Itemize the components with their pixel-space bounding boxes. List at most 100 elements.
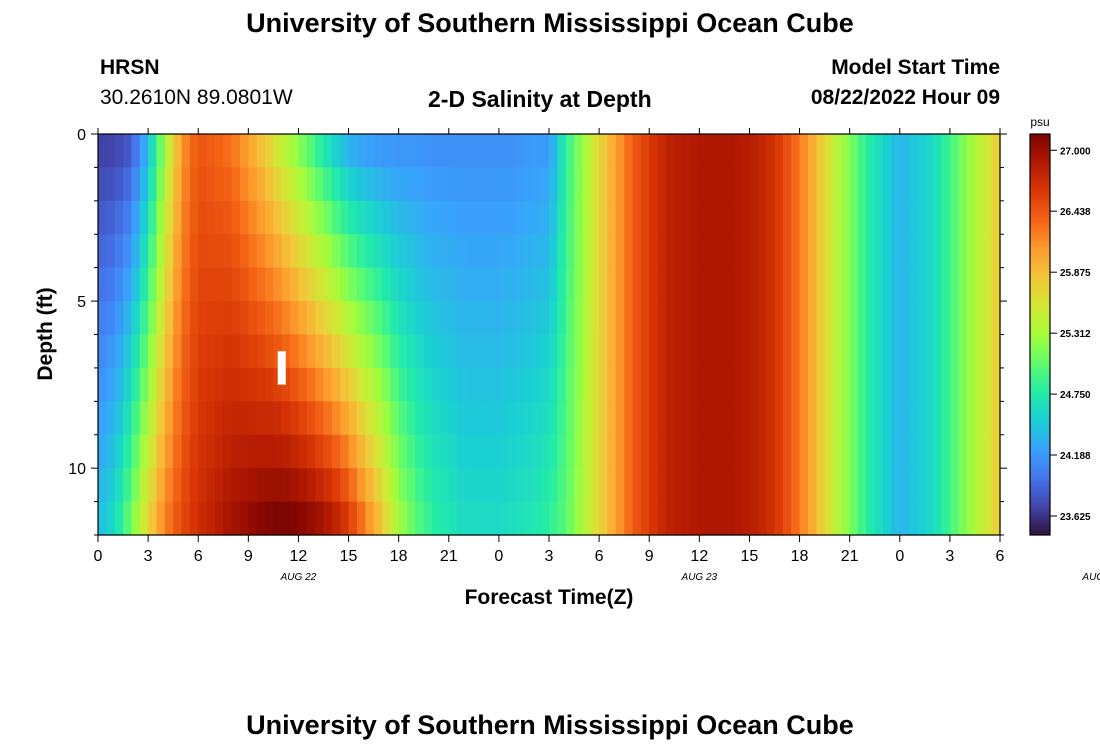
heatmap-cell <box>465 434 475 469</box>
heatmap-cell <box>298 468 308 503</box>
heatmap-cell <box>590 134 600 169</box>
heatmap-cell <box>448 501 458 536</box>
heatmap-cell <box>373 301 383 336</box>
heatmap-cell <box>749 468 759 503</box>
heatmap-cell <box>131 501 141 536</box>
heatmap-cell <box>899 267 909 302</box>
heatmap-cell <box>707 167 717 202</box>
heatmap-cell <box>256 334 266 369</box>
heatmap-cell <box>933 134 943 169</box>
heatmap-cell <box>507 334 517 369</box>
heatmap-cell <box>590 501 600 536</box>
heatmap-cell <box>574 167 584 202</box>
heatmap-cell <box>574 301 584 336</box>
heatmap-cell <box>649 234 659 269</box>
heatmap-cell <box>515 434 525 469</box>
heatmap-cell <box>373 468 383 503</box>
heatmap-cell <box>206 267 216 302</box>
heatmap-cell <box>816 434 826 469</box>
heatmap-cell <box>590 468 600 503</box>
heatmap-cell <box>348 367 358 402</box>
heatmap-cell <box>306 267 316 302</box>
heatmap-cell <box>407 468 416 503</box>
heatmap-cell <box>231 367 241 402</box>
heatmap-cell <box>98 434 107 469</box>
heatmap-cell <box>356 267 366 302</box>
heatmap-cell <box>181 200 191 235</box>
heatmap-cell <box>231 200 241 235</box>
heatmap-cell <box>891 267 901 302</box>
heatmap-cell <box>265 200 274 235</box>
heatmap-cell <box>582 267 592 302</box>
heatmap-cell <box>949 501 959 536</box>
heatmap-cell <box>824 367 834 402</box>
heatmap-cell <box>941 234 951 269</box>
heatmap-cell <box>582 501 592 536</box>
heatmap-cell <box>574 134 584 169</box>
heatmap-cell <box>791 134 801 169</box>
heatmap-cell <box>757 200 767 235</box>
heatmap-cell <box>774 434 784 469</box>
heatmap-cell <box>899 301 909 336</box>
heatmap-cell <box>114 301 124 336</box>
heatmap-cell <box>498 234 508 269</box>
heatmap-cell <box>615 334 625 369</box>
heatmap-cell <box>858 434 867 469</box>
heatmap-cell <box>532 468 542 503</box>
heatmap-cell <box>507 301 517 336</box>
heatmap-cell <box>256 200 266 235</box>
heatmap-cell <box>490 134 500 169</box>
heatmap-cell <box>198 200 208 235</box>
heatmap-cell <box>540 367 550 402</box>
heatmap-cell <box>941 134 951 169</box>
heatmap-cell <box>924 401 934 436</box>
heatmap-cell <box>540 167 550 202</box>
heatmap-cell <box>716 367 725 402</box>
heatmap-cell <box>682 200 692 235</box>
heatmap-cell <box>974 134 984 169</box>
heatmap-cell <box>532 234 542 269</box>
heatmap-cell <box>457 134 467 169</box>
heatmap-cell <box>649 334 659 369</box>
heatmap-cell <box>390 267 400 302</box>
heatmap-cell <box>983 468 993 503</box>
heatmap-cell <box>941 501 951 536</box>
heatmap-cell <box>340 434 350 469</box>
heatmap-cell <box>540 501 550 536</box>
heatmap-cell <box>565 434 575 469</box>
heatmap-cell <box>841 200 851 235</box>
heatmap-cell <box>933 401 943 436</box>
heatmap-cell <box>448 134 458 169</box>
heatmap-cell <box>139 267 149 302</box>
heatmap-cell <box>732 367 742 402</box>
heatmap-cell <box>189 468 199 503</box>
heatmap-cell <box>373 334 383 369</box>
heatmap-cell <box>974 167 984 202</box>
heatmap-cell <box>515 501 525 536</box>
heatmap-cell <box>766 501 776 536</box>
heatmap-cell <box>465 134 475 169</box>
heatmap-cell <box>256 134 266 169</box>
heatmap-cell <box>181 301 191 336</box>
heatmap-cell <box>465 167 475 202</box>
heatmap-cell <box>398 234 408 269</box>
heatmap-cell <box>707 367 717 402</box>
heatmap-cell <box>148 267 158 302</box>
heatmap-cell <box>507 134 517 169</box>
heatmap-cell <box>657 468 667 503</box>
heatmap-cell <box>214 134 224 169</box>
y-tick-label: 5 <box>77 294 86 311</box>
heatmap-cell <box>398 134 408 169</box>
heatmap-cell <box>315 234 325 269</box>
x-tick-label: 12 <box>290 548 308 565</box>
heatmap-cell <box>365 334 375 369</box>
heatmap-cell <box>131 434 141 469</box>
heatmap-cell <box>298 434 308 469</box>
heatmap-cell <box>407 367 416 402</box>
heatmap-cell <box>832 334 842 369</box>
heatmap-cell <box>231 501 241 536</box>
heatmap-cell <box>473 134 483 169</box>
heatmap-cell <box>607 234 617 269</box>
heatmap-cell <box>624 434 634 469</box>
heatmap-cell <box>365 468 375 503</box>
